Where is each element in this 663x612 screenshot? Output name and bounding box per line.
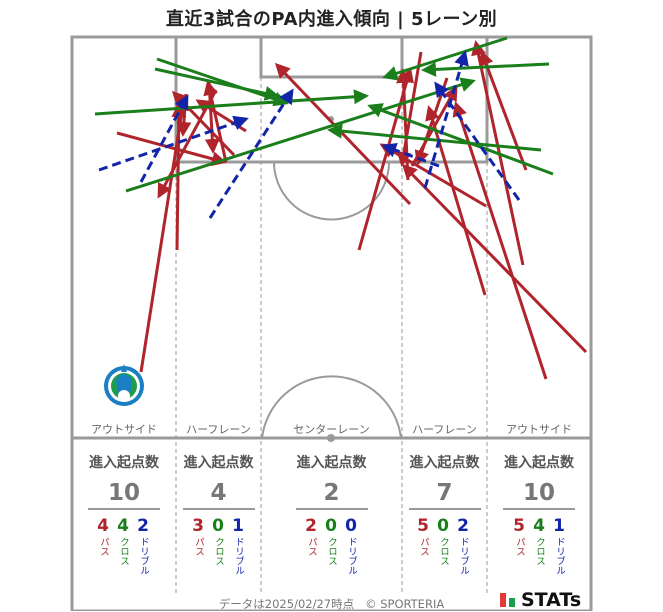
center-spot xyxy=(327,434,335,442)
center-circle xyxy=(261,375,402,439)
lane-stat-halfspace-right: 進入起点数 7 xyxy=(402,452,487,510)
dribble-count-outside-right: 1 ドリブル xyxy=(553,516,565,575)
penalty-arc xyxy=(273,161,390,221)
team-crest xyxy=(104,364,144,406)
logo-mark-icon xyxy=(509,598,515,607)
stat-total: 7 xyxy=(436,480,453,506)
cross-count-outside-right: 4 クロス xyxy=(533,516,545,566)
cross-count-halfspace-left: 0 クロス xyxy=(212,516,224,566)
footer-note: データは2025/02/27時点 © SPORTERIA xyxy=(0,596,663,612)
lane-label-halfspace-left: ハーフレーン xyxy=(186,423,251,436)
pass-arrows xyxy=(116,40,588,380)
divider xyxy=(503,508,575,510)
stat-header: 進入起点数 xyxy=(183,455,254,471)
pass-count-outside-right: 5 パス xyxy=(513,516,525,556)
dribble-count-halfspace-right: 2 ドリブル xyxy=(457,516,469,575)
cross-count-center: 0 クロス xyxy=(325,516,337,566)
page-title: 直近3試合のPA内進入傾向 | 5レーン別 xyxy=(165,9,498,30)
pass-count-halfspace-right: 5 パス xyxy=(417,516,429,556)
pass-count-halfspace-left: 3 パス xyxy=(192,516,204,556)
pass-count-outside-left: 4 パス xyxy=(97,516,109,556)
stat-header: 進入起点数 xyxy=(504,455,574,471)
cross-arrows xyxy=(94,36,554,193)
divider xyxy=(182,508,255,510)
lane-stat-halfspace-left: 進入起点数 4 xyxy=(176,452,261,510)
logo-mark-icon xyxy=(500,593,506,607)
stat-total: 2 xyxy=(323,480,340,506)
dribble-count-outside-left: 2 ドリブル xyxy=(137,516,149,575)
divider xyxy=(295,508,368,510)
dribble-count-halfspace-left: 1 ドリブル xyxy=(232,516,244,575)
lane-stat-outside-right: 進入起点数 10 xyxy=(487,452,591,510)
lane-label-center: センターレーン xyxy=(293,423,370,436)
lane-label-outside-left: アウトサイド xyxy=(91,423,157,436)
divider xyxy=(88,508,160,510)
stat-total: 4 xyxy=(210,480,227,506)
stat-total: 10 xyxy=(107,480,140,506)
pass-count-center: 2 パス xyxy=(305,516,317,556)
stat-header: 進入起点数 xyxy=(89,455,159,471)
lane-label-halfspace-right: ハーフレーン xyxy=(412,423,477,436)
lane-stat-outside-left: 進入起点数 10 xyxy=(72,452,176,510)
stat-header: 進入起点数 xyxy=(409,455,480,471)
divider xyxy=(408,508,481,510)
lane-label-outside-right: アウトサイド xyxy=(506,423,572,436)
brand-logo: STATs xyxy=(500,589,581,611)
brand-text: STATs xyxy=(521,589,582,611)
lane-stat-center: 進入起点数 2 xyxy=(261,452,402,510)
goal-area xyxy=(259,35,404,79)
stat-header: 進入起点数 xyxy=(296,455,367,471)
stat-total: 10 xyxy=(522,480,555,506)
copyright: © SPORTERIA xyxy=(365,597,445,611)
cross-count-halfspace-right: 0 クロス xyxy=(437,516,449,566)
cross-count-outside-left: 4 クロス xyxy=(117,516,129,566)
dribble-arrows xyxy=(98,50,521,219)
dribble-count-center: 0 ドリブル xyxy=(345,516,357,575)
data-date: データは2025/02/27時点 xyxy=(218,597,355,611)
